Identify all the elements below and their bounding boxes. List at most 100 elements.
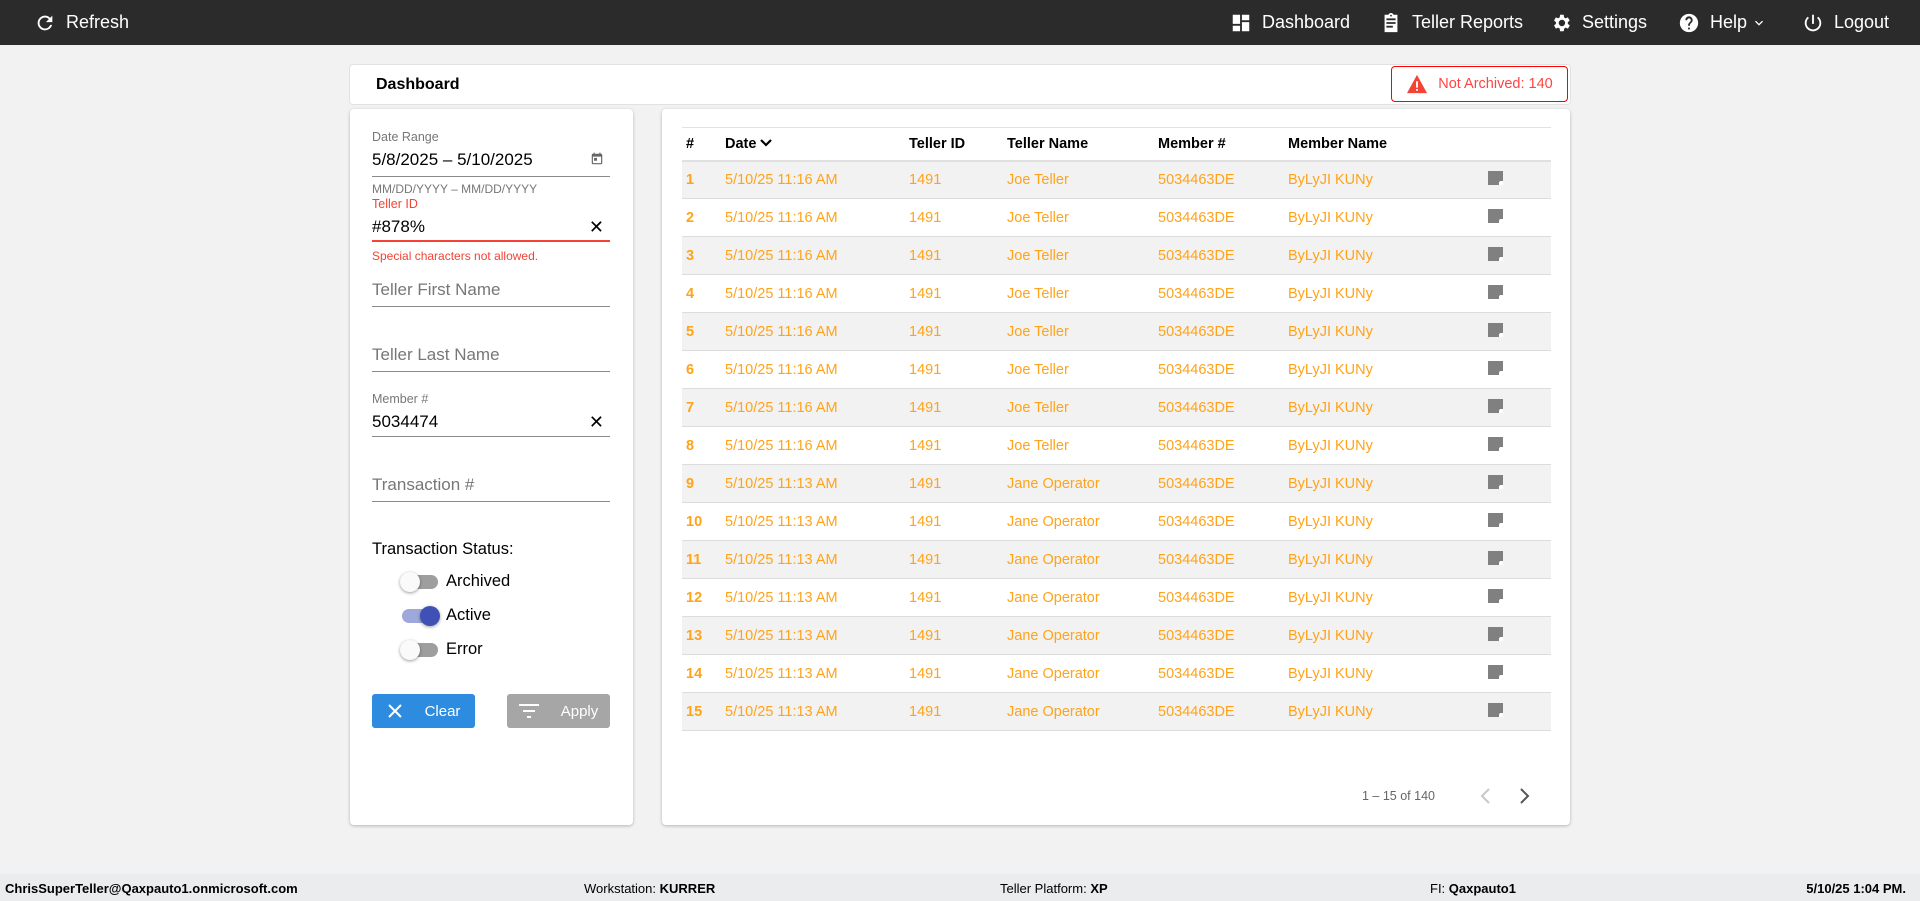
toggle-error[interactable] (400, 640, 438, 660)
note-icon[interactable] (1488, 664, 1503, 679)
transaction-number-input[interactable]: Transaction # (372, 475, 475, 494)
table-row[interactable]: 6 5/10/25 11:16 AM 1491 Joe Teller 5034463DE… (682, 350, 1551, 389)
nav-settings[interactable]: Settings (1550, 0, 1647, 45)
note-icon[interactable] (1488, 702, 1503, 717)
date-range-field[interactable]: Date Range 5/8/2025 – 5/10/2025 MM/DD/YY… (372, 130, 610, 196)
note-icon[interactable] (1488, 360, 1503, 375)
col-teller-name[interactable]: Teller Name (1003, 127, 1154, 162)
member-number-input[interactable]: 5034474 (372, 412, 439, 431)
toggle-active[interactable] (402, 606, 440, 626)
row-member-name: ByLyJI KUNy (1284, 426, 1484, 465)
nav-logout-label: Logout (1834, 12, 1890, 32)
refresh-button[interactable]: Refresh (34, 0, 129, 45)
row-number: 11 (682, 540, 721, 579)
nav-dashboard[interactable]: Dashboard (1230, 0, 1350, 45)
col-member-number[interactable]: Member # (1154, 127, 1284, 162)
col-date[interactable]: Date (721, 127, 905, 162)
note-icon[interactable] (1488, 398, 1503, 413)
note-icon[interactable] (1488, 436, 1503, 451)
row-actions (1484, 274, 1551, 313)
table-row[interactable]: 11 5/10/25 11:13 AM 1491 Jane Operator 50344… (682, 540, 1551, 579)
clear-member-number-icon[interactable]: ✕ (588, 412, 604, 432)
transactions-panel: # Date Teller ID Teller Name Member # Me… (662, 109, 1570, 825)
toggle-error-label: Error (446, 640, 483, 658)
col-number: # (682, 127, 721, 162)
row-teller-name: Jane Operator (1003, 654, 1154, 693)
row-member-number: 5034463DE (1154, 312, 1284, 351)
transactions-table: # Date Teller ID Teller Name Member # Me… (682, 127, 1551, 731)
toggle-archived[interactable] (400, 572, 438, 592)
clear-button[interactable]: Clear (372, 694, 475, 728)
note-icon[interactable] (1488, 550, 1503, 565)
note-icon[interactable] (1488, 626, 1503, 641)
row-member-name: ByLyJI KUNy (1284, 236, 1484, 275)
row-actions (1484, 464, 1551, 503)
row-actions (1484, 198, 1551, 237)
row-actions (1484, 236, 1551, 275)
calendar-icon[interactable] (590, 152, 604, 166)
table-row[interactable]: 12 5/10/25 11:13 AM 1491 Jane Operator 50344… (682, 578, 1551, 617)
row-actions (1484, 426, 1551, 465)
row-date: 5/10/25 11:16 AM (721, 312, 905, 351)
col-actions (1484, 127, 1551, 162)
teller-first-name-input[interactable]: Teller First Name (372, 280, 501, 299)
underline (372, 371, 610, 372)
nav-teller-reports-label: Teller Reports (1412, 12, 1524, 32)
table-row[interactable]: 8 5/10/25 11:16 AM 1491 Joe Teller 5034463DE… (682, 426, 1551, 465)
row-member-name: ByLyJI KUNy (1284, 160, 1484, 199)
note-icon[interactable] (1488, 512, 1503, 527)
table-row[interactable]: 2 5/10/25 11:16 AM 1491 Joe Teller 5034463DE… (682, 198, 1551, 237)
platform-label: Teller Platform: (1000, 881, 1087, 896)
table-row[interactable]: 14 5/10/25 11:13 AM 1491 Jane Operator 50344… (682, 654, 1551, 693)
note-icon[interactable] (1488, 588, 1503, 603)
transaction-number-field[interactable]: Transaction # (372, 475, 610, 502)
row-member-number: 5034463DE (1154, 236, 1284, 275)
note-icon[interactable] (1488, 284, 1503, 299)
teller-last-name-input[interactable]: Teller Last Name (372, 345, 500, 364)
row-number: 15 (682, 692, 721, 731)
col-member-name[interactable]: Member Name (1284, 127, 1484, 162)
table-row[interactable]: 13 5/10/25 11:13 AM 1491 Jane Operator 50344… (682, 616, 1551, 655)
row-actions (1484, 578, 1551, 617)
note-icon[interactable] (1488, 474, 1503, 489)
teller-id-field[interactable]: Teller ID #878% ✕ Special characters not… (372, 197, 610, 263)
date-range-label: Date Range (372, 130, 439, 144)
table-row[interactable]: 3 5/10/25 11:16 AM 1491 Joe Teller 5034463DE… (682, 236, 1551, 275)
row-teller-id: 1491 (905, 198, 1003, 237)
nav-logout[interactable]: Logout (1802, 0, 1889, 45)
note-icon[interactable] (1488, 322, 1503, 337)
note-icon[interactable] (1488, 170, 1503, 185)
teller-last-name-field[interactable]: Teller Last Name (372, 345, 610, 372)
col-teller-id[interactable]: Teller ID (905, 127, 1003, 162)
nav-help[interactable]: Help (1678, 0, 1767, 45)
teller-id-input[interactable]: #878% (372, 217, 425, 236)
row-actions (1484, 502, 1551, 541)
row-member-number: 5034463DE (1154, 426, 1284, 465)
nav-teller-reports[interactable]: Teller Reports (1380, 0, 1523, 45)
table-row[interactable]: 10 5/10/25 11:13 AM 1491 Jane Operator 50344… (682, 502, 1551, 541)
next-page-icon[interactable] (1517, 787, 1531, 805)
row-member-number: 5034463DE (1154, 502, 1284, 541)
table-row[interactable]: 7 5/10/25 11:16 AM 1491 Joe Teller 5034463DE… (682, 388, 1551, 427)
table-row[interactable]: 4 5/10/25 11:16 AM 1491 Joe Teller 5034463DE… (682, 274, 1551, 313)
status-datetime: 5/10/25 1:04 PM. (1806, 881, 1906, 896)
table-row[interactable]: 15 5/10/25 11:13 AM 1491 Jane Operator 50344… (682, 692, 1551, 731)
table-row[interactable]: 5 5/10/25 11:16 AM 1491 Joe Teller 5034463DE… (682, 312, 1551, 351)
row-date: 5/10/25 11:13 AM (721, 616, 905, 655)
member-number-field[interactable]: Member # 5034474 ✕ (372, 392, 610, 437)
toggle-active-label: Active (446, 606, 491, 624)
row-teller-id: 1491 (905, 426, 1003, 465)
previous-page-icon[interactable] (1479, 787, 1493, 805)
table-row[interactable]: 9 5/10/25 11:13 AM 1491 Jane Operator 503446… (682, 464, 1551, 503)
teller-first-name-field[interactable]: Teller First Name (372, 280, 610, 307)
date-range-input[interactable]: 5/8/2025 – 5/10/2025 (372, 150, 533, 169)
nav-help-label: Help (1710, 12, 1748, 32)
apply-button[interactable]: Apply (507, 694, 610, 728)
note-icon[interactable] (1488, 208, 1503, 223)
table-row[interactable]: 1 5/10/25 11:16 AM 1491 Joe Teller 5034463DE… (682, 160, 1551, 199)
row-teller-name: Jane Operator (1003, 692, 1154, 731)
clipboard-icon (1384, 12, 1398, 32)
note-icon[interactable] (1488, 246, 1503, 261)
clear-teller-id-icon[interactable]: ✕ (588, 217, 604, 237)
not-archived-badge[interactable]: Not Archived: 140 (1391, 66, 1568, 102)
